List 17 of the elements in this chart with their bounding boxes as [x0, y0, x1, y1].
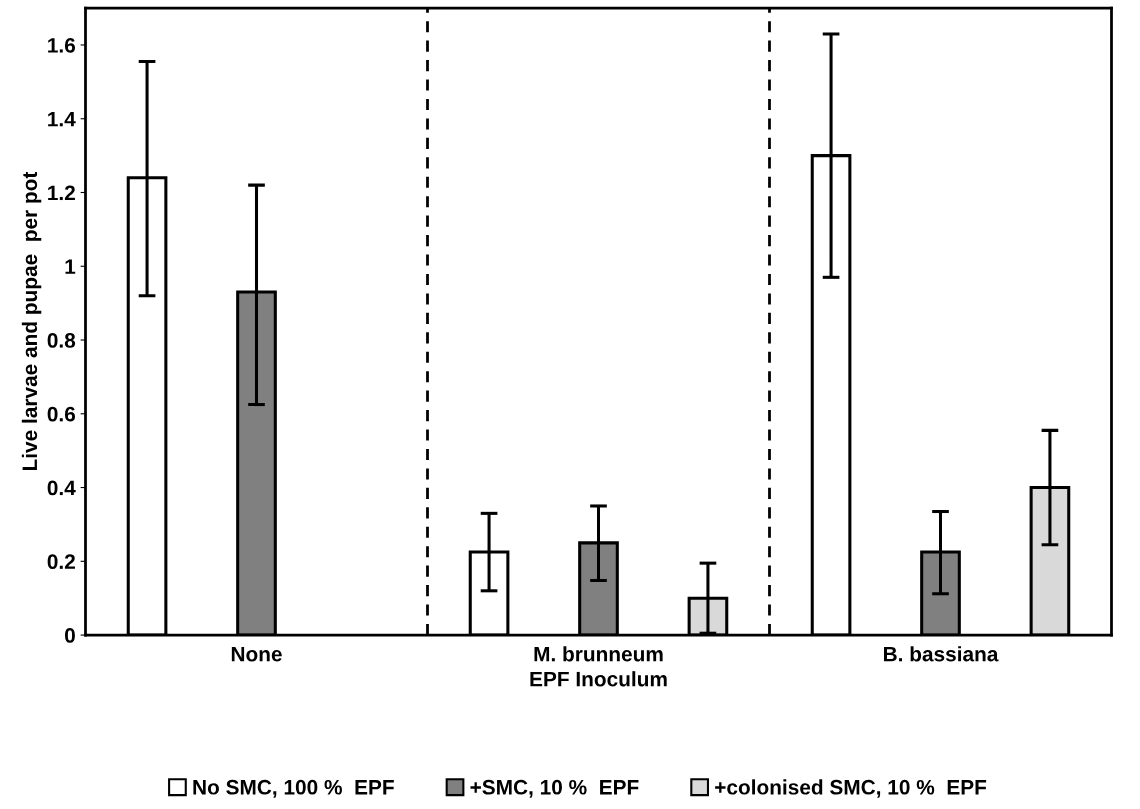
- y-tick-label: 1.6: [48, 37, 76, 53]
- y-tick-label: 0.4: [47, 480, 76, 496]
- x-tick-label: None: [231, 646, 282, 662]
- y-tick-label: 0: [65, 628, 75, 643]
- legend-label: No SMC, 100 % EPF: [193, 779, 394, 798]
- x-axis-title: EPF Inoculum: [530, 671, 667, 687]
- y-tick-label: 0.8: [47, 333, 76, 348]
- x-tick-label: B. bassiana: [884, 646, 999, 662]
- x-tick-label: M. brunneum: [534, 646, 663, 662]
- y-tick-label: 0.6: [47, 406, 76, 422]
- y-tick-label: 1: [65, 259, 76, 274]
- y-tick-label: 1.4: [48, 111, 76, 127]
- legend-label: +colonised SMC, 10 % EPF: [715, 779, 987, 798]
- y-axis-title: Live larvae and pupae per pot: [21, 171, 42, 471]
- legend-label: +SMC, 10 % EPF: [470, 779, 639, 798]
- y-tick-label: 0.2: [47, 554, 75, 570]
- y-tick-label: 1.2: [48, 185, 75, 201]
